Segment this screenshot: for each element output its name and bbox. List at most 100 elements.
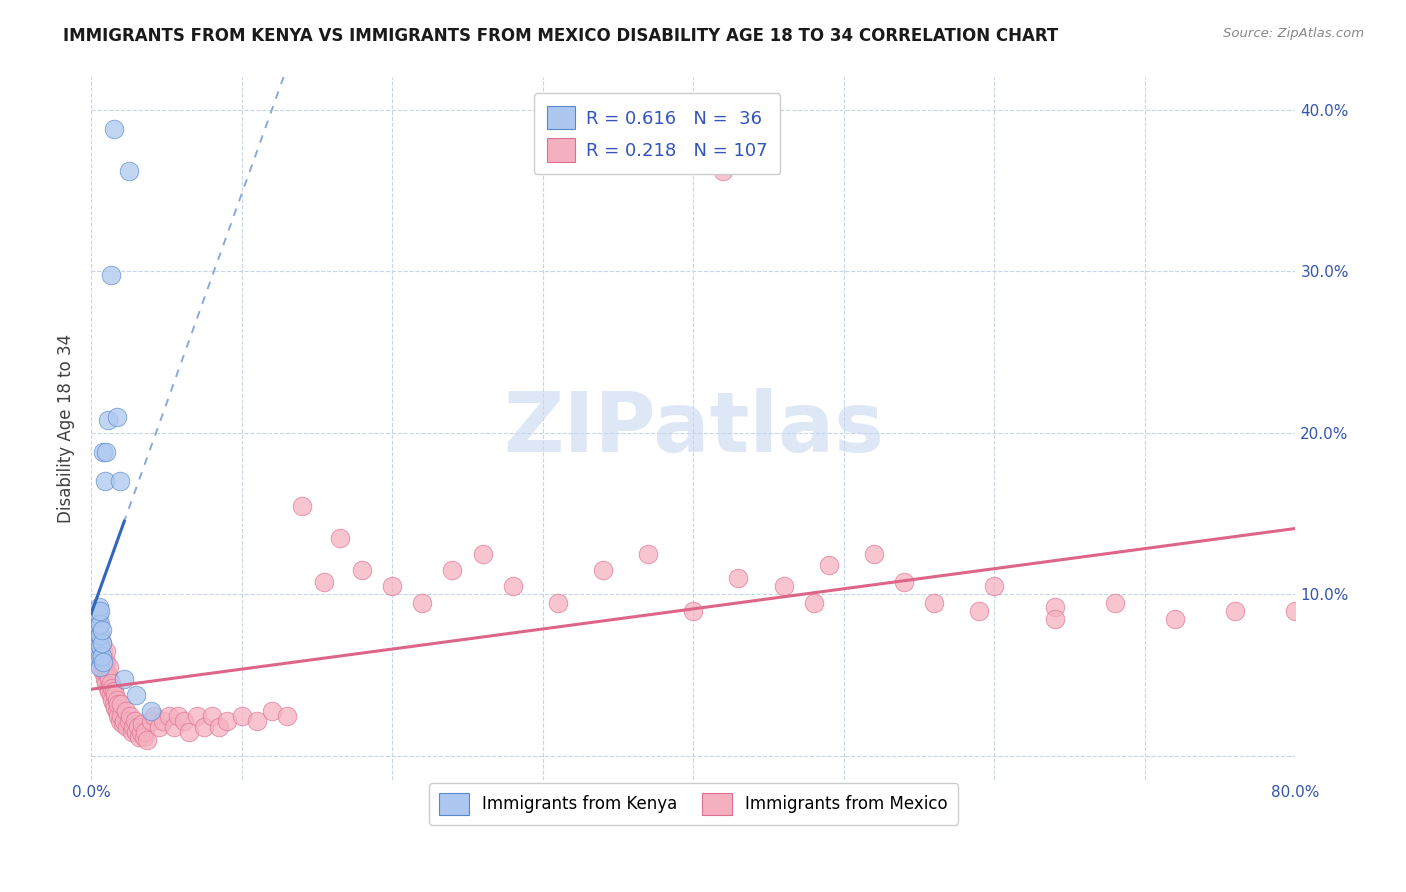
Point [159, 708, 181, 723]
Point [84, 612, 107, 626]
Point [108, 475, 131, 489]
Point [772, 579, 794, 593]
Point [89, 660, 111, 674]
Point [87, 607, 110, 621]
Point [893, 574, 915, 589]
Point [103, 684, 125, 698]
Text: Source: ZipAtlas.com: Source: ZipAtlas.com [1223, 27, 1364, 40]
Point [118, 714, 141, 728]
Text: ZIPatlas: ZIPatlas [503, 388, 884, 469]
Point [118, 164, 141, 178]
Point [135, 732, 157, 747]
Point [97, 668, 120, 682]
Point [93, 660, 115, 674]
Point [713, 164, 735, 178]
Point [1043, 600, 1066, 615]
Point [143, 708, 166, 723]
Point [276, 708, 298, 723]
Point [186, 708, 208, 723]
Point [87, 628, 110, 642]
Point [1104, 596, 1126, 610]
Point [89, 639, 111, 653]
Point [1225, 604, 1247, 618]
Point [1284, 604, 1306, 618]
Point [122, 720, 145, 734]
Point [89, 616, 111, 631]
Point [637, 547, 659, 561]
Point [682, 604, 704, 618]
Point [208, 720, 231, 734]
Point [1164, 612, 1187, 626]
Point [87, 644, 110, 658]
Point [124, 714, 146, 728]
Point [863, 547, 886, 561]
Point [84, 623, 107, 637]
Point [87, 620, 110, 634]
Point [111, 716, 134, 731]
Point [103, 698, 125, 712]
Point [817, 558, 839, 573]
Point [107, 698, 129, 712]
Text: IMMIGRANTS FROM KENYA VS IMMIGRANTS FROM MEXICO DISABILITY AGE 18 TO 34 CORRELAT: IMMIGRANTS FROM KENYA VS IMMIGRANTS FROM… [63, 27, 1059, 45]
Point [148, 720, 170, 734]
Point [103, 122, 125, 136]
Point [173, 714, 195, 728]
Point [291, 499, 314, 513]
Point [110, 698, 132, 712]
Point [84, 632, 107, 647]
Point [441, 563, 464, 577]
Point [125, 688, 148, 702]
Point [89, 604, 111, 618]
Point [98, 660, 121, 674]
Y-axis label: Disability Age 18 to 34: Disability Age 18 to 34 [58, 334, 75, 524]
Point [502, 579, 524, 593]
Point [100, 676, 122, 690]
Point [86, 644, 108, 658]
Point [86, 620, 108, 634]
Point [87, 644, 110, 658]
Point [177, 724, 200, 739]
Point [87, 600, 110, 615]
Point [86, 639, 108, 653]
Point [246, 714, 269, 728]
Point [84, 628, 107, 642]
Point [152, 714, 174, 728]
Point [120, 708, 142, 723]
Point [93, 475, 115, 489]
Point [727, 571, 749, 585]
Point [89, 628, 111, 642]
Point [91, 644, 114, 658]
Point [104, 700, 127, 714]
Point [105, 692, 128, 706]
Point [90, 636, 112, 650]
Point [87, 616, 110, 631]
Point [105, 409, 128, 424]
Point [93, 672, 115, 686]
Point [134, 724, 156, 739]
Point [90, 648, 112, 663]
Point [84, 607, 107, 621]
Point [592, 563, 614, 577]
Point [91, 656, 114, 670]
Point [86, 632, 108, 647]
Point [112, 714, 135, 728]
Point [803, 596, 825, 610]
Point [141, 704, 163, 718]
Point [1043, 612, 1066, 626]
Point [89, 639, 111, 653]
Point [90, 623, 112, 637]
Point [98, 672, 121, 686]
Point [101, 692, 124, 706]
Point [90, 648, 112, 663]
Point [131, 716, 153, 731]
Point [121, 724, 143, 739]
Point [108, 714, 131, 728]
Point [90, 660, 112, 674]
Point [89, 652, 111, 666]
Legend: Immigrants from Kenya, Immigrants from Mexico: Immigrants from Kenya, Immigrants from M… [429, 783, 957, 825]
Point [91, 665, 114, 679]
Point [96, 656, 118, 670]
Point [129, 724, 152, 739]
Point [91, 656, 114, 670]
Point [200, 708, 222, 723]
